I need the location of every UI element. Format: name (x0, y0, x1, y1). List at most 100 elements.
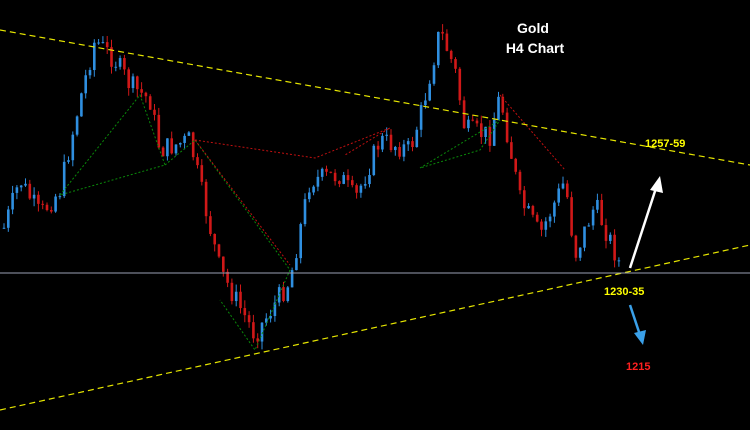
candle-body (497, 96, 500, 120)
candle-body (28, 183, 32, 199)
candle-body (71, 134, 75, 161)
candle-body (247, 315, 251, 323)
candle-body (501, 96, 505, 113)
candle-body (153, 109, 156, 115)
candle-body (600, 199, 603, 226)
support-label: 1230-35 (604, 286, 644, 298)
candle-body (265, 318, 268, 323)
candle-body (531, 206, 535, 215)
candle-body (609, 234, 612, 241)
candle-body (574, 235, 578, 258)
chart-title: Gold (517, 20, 549, 36)
candle-body (540, 221, 543, 230)
candle-body (566, 183, 569, 198)
candle-body (389, 134, 393, 151)
candle-body (394, 146, 397, 151)
candle-body (553, 202, 556, 217)
candle-body (325, 168, 328, 172)
candle-body (342, 175, 345, 184)
candle-body (351, 180, 354, 186)
candle-body (88, 70, 92, 76)
candle-body (80, 93, 83, 117)
candle-body (359, 185, 363, 193)
candle-body (2, 227, 6, 229)
candle-body (295, 258, 298, 271)
green-pattern (164, 139, 291, 352)
candle-body (174, 144, 178, 154)
candle-body (368, 175, 371, 185)
candle-body (200, 165, 204, 182)
candle-body (196, 157, 199, 166)
green-pattern (59, 93, 166, 196)
candle-body (449, 50, 453, 60)
candle-body (118, 58, 122, 67)
candle-body (166, 138, 169, 157)
candle-body (37, 194, 40, 204)
candle-body (84, 75, 87, 94)
down-arrow (628, 304, 646, 345)
candle-body (239, 291, 242, 309)
candle-body (411, 141, 414, 148)
candle-body (535, 214, 539, 222)
candle-body (24, 183, 27, 186)
candle-body (604, 225, 608, 241)
candle-body (510, 142, 513, 159)
candle-body (277, 287, 281, 303)
candle-body (209, 216, 212, 234)
candle-body (346, 175, 350, 181)
candle-body (41, 203, 44, 205)
candle-body (286, 287, 290, 302)
candle-body (329, 171, 333, 173)
candle-body (467, 119, 470, 129)
candle-body (372, 145, 376, 176)
candle-body (75, 116, 79, 135)
candle-body (475, 120, 479, 124)
lower-trendline (0, 244, 750, 411)
candle-body (144, 92, 148, 97)
candle-body (441, 31, 444, 34)
candle-body (308, 192, 311, 200)
candle-body (127, 69, 130, 89)
candles (2, 24, 621, 350)
candle-body (523, 190, 526, 209)
candle-body (557, 188, 560, 203)
candle-body (140, 89, 143, 93)
candle-body (101, 42, 105, 44)
candle-body (480, 123, 483, 138)
candle-body (226, 271, 229, 283)
chart-subtitle: H4 Chart (506, 40, 565, 56)
candle-body (303, 199, 307, 225)
candle-body (105, 42, 109, 48)
candle-body (544, 221, 548, 230)
candle-body (269, 315, 272, 319)
candle-body (282, 287, 285, 302)
candle-body (243, 308, 247, 316)
candle-body (316, 176, 320, 187)
candle-body (338, 181, 341, 184)
candle-body (454, 59, 457, 69)
pattern-lines (59, 93, 566, 352)
candle-body (312, 186, 315, 193)
candle-body (183, 135, 186, 143)
candle-body (437, 31, 440, 66)
candle-body (191, 132, 195, 158)
candle-body (136, 76, 139, 90)
candle-body (484, 126, 487, 138)
candle-body (514, 158, 517, 172)
candle-body (7, 209, 10, 228)
candle-body (428, 83, 431, 101)
candle-body (252, 322, 255, 339)
red-pattern (499, 94, 566, 171)
candle-body (170, 138, 173, 154)
candle-body (11, 192, 14, 210)
candle-body (217, 244, 221, 257)
candle-body (333, 172, 337, 182)
candle-body (376, 145, 380, 150)
candle-body (527, 206, 530, 209)
candle-body (488, 126, 492, 146)
candle-body (110, 47, 113, 67)
candle-body (97, 42, 100, 44)
candle-body (415, 129, 419, 148)
